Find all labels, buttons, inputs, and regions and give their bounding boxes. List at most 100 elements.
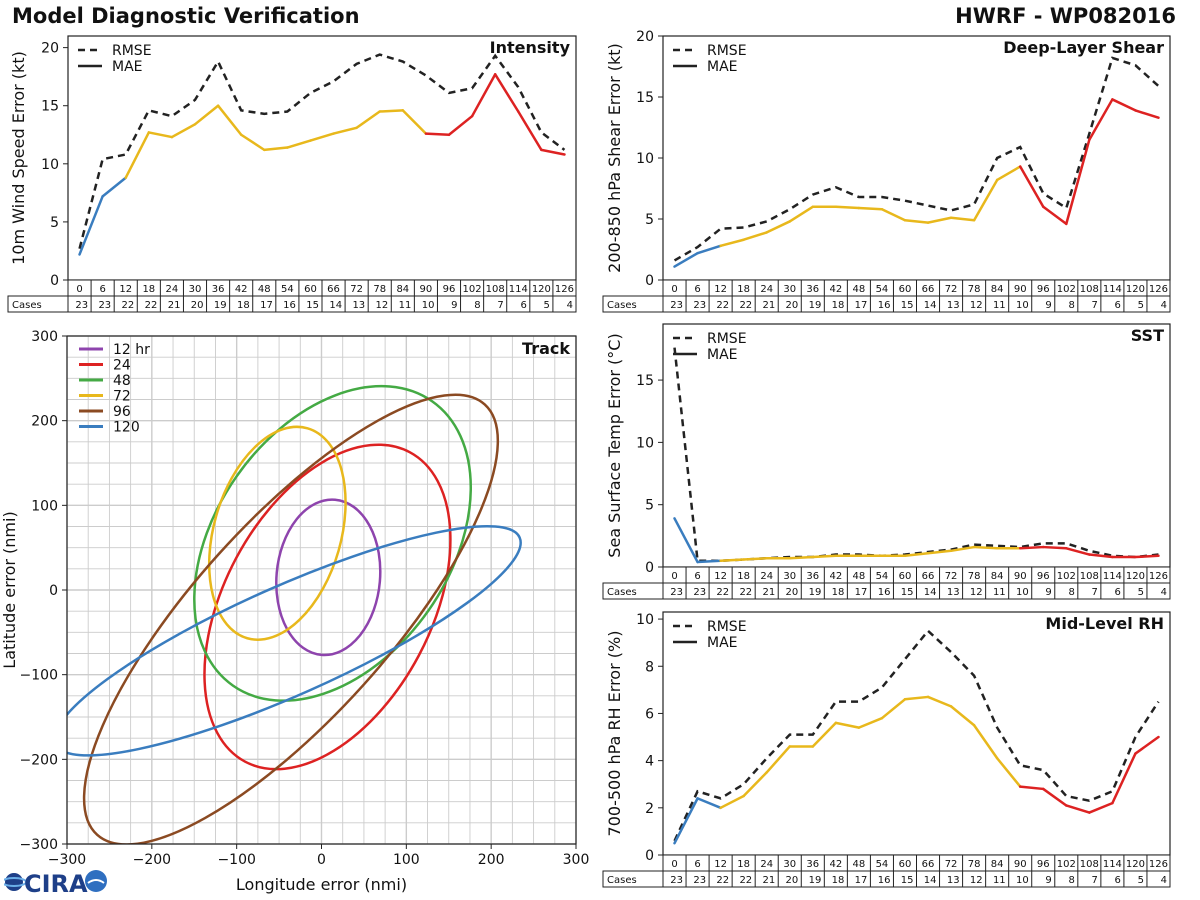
cases-row: [602, 582, 1171, 600]
mae-segment: [540, 148, 566, 156]
chart-title: Track: [522, 339, 570, 358]
y-tick-label: 8: [645, 659, 654, 675]
cases-cell: 4: [1161, 875, 1167, 886]
hour-cell: 114: [509, 284, 528, 295]
y-tick-label: −200: [20, 752, 58, 768]
y-tick-label: 20: [41, 41, 59, 57]
mae-segment: [696, 244, 722, 255]
cases-cell: 23: [693, 300, 706, 311]
cases-cell: 9: [1045, 587, 1051, 598]
hour-cell: 0: [671, 571, 677, 582]
hour-cell: 126: [555, 284, 574, 295]
mae-segment: [493, 73, 520, 113]
hour-cell: 48: [853, 284, 866, 295]
x-tick-label: 0: [317, 852, 326, 868]
error-ellipse: [82, 393, 500, 844]
cases-cell: 21: [762, 875, 775, 886]
hour-cell: 108: [486, 284, 505, 295]
mae-segment: [1111, 752, 1137, 805]
mae-segment: [101, 176, 127, 198]
mae-segment: [788, 205, 815, 223]
hour-cell: 24: [166, 284, 179, 295]
hour-cell: 36: [806, 859, 819, 870]
hour-cell: 90: [1014, 571, 1027, 582]
hour-cell: 78: [968, 571, 981, 582]
hour-cell: 18: [737, 571, 750, 582]
cases-table: Cases02362312221822242130203619421848175…: [602, 279, 1171, 313]
mae-segment: [949, 545, 976, 553]
hour-cell: 48: [853, 571, 866, 582]
cases-cell: 11: [993, 587, 1006, 598]
cases-cell: 17: [855, 300, 868, 311]
error-ellipse: [203, 443, 452, 771]
cases-cell: 15: [901, 875, 914, 886]
hour-cell: 96: [443, 284, 456, 295]
y-tick-label: 200: [31, 414, 58, 430]
legend-label: 12 hr: [113, 342, 150, 358]
legend-label: 96: [113, 404, 131, 420]
legend-rmse-label: RMSE: [112, 43, 152, 59]
x-tick-label: 100: [393, 852, 420, 868]
y-tick-label: 5: [645, 498, 654, 514]
mae-segment: [903, 218, 930, 224]
hour-cell: 126: [1149, 284, 1168, 295]
mae-segment: [401, 109, 428, 135]
cases-cell: 12: [970, 587, 983, 598]
y-tick-label: 15: [636, 373, 654, 389]
cases-cell: 19: [809, 300, 822, 311]
mae-segment: [378, 109, 405, 113]
cases-cell: 18: [832, 300, 845, 311]
cases-cell: 14: [329, 300, 342, 311]
plot-frame: [67, 35, 577, 281]
cases-cell: 19: [809, 587, 822, 598]
cases-cell: 23: [98, 300, 111, 311]
hour-cell: 84: [991, 284, 1004, 295]
cases-label: Cases: [607, 587, 637, 598]
mae-segment: [949, 705, 976, 727]
hour-cell: 42: [829, 284, 842, 295]
mae-segment: [972, 723, 999, 760]
logo-globe-icon: [5, 873, 23, 891]
y-tick-label: 15: [636, 90, 654, 106]
cases-cell: 5: [1138, 875, 1144, 886]
y-tick-label: −100: [20, 668, 58, 684]
x-tick-label: −300: [48, 852, 86, 868]
cases-cell: 10: [422, 300, 435, 311]
mae-segment: [170, 123, 197, 139]
cases-cell: 7: [497, 300, 503, 311]
hour-cell: 18: [737, 859, 750, 870]
cases-cell: 20: [786, 300, 799, 311]
hour-cell: 96: [1037, 284, 1050, 295]
hour-cell: 18: [142, 284, 155, 295]
cases-cell: 8: [1068, 300, 1074, 311]
cases-cell: 5: [1138, 300, 1144, 311]
chart-title: Intensity: [490, 38, 571, 57]
cases-cell: 4: [1161, 587, 1167, 598]
hour-cell: 48: [853, 859, 866, 870]
cases-cell: 23: [670, 875, 683, 886]
mae-segment: [834, 205, 861, 210]
hour-cell: 120: [1126, 571, 1145, 582]
mae-segment: [1042, 545, 1068, 550]
cases-cell: 11: [993, 875, 1006, 886]
cases-cell: 7: [1091, 587, 1097, 598]
hour-cell: 96: [1037, 859, 1050, 870]
hour-cell: 54: [876, 284, 889, 295]
legend-label: 24: [113, 358, 131, 374]
hour-cell: 90: [420, 284, 433, 295]
y-tick-label: 10: [41, 157, 59, 173]
cases-cell: 12: [376, 300, 389, 311]
rmse-line: [673, 347, 1159, 563]
rmse-line: [78, 53, 566, 249]
cases-cell: 7: [1091, 300, 1097, 311]
hour-cell: 12: [714, 859, 727, 870]
mae-segment: [880, 207, 907, 222]
cases-cell: 23: [75, 300, 88, 311]
mae-segment: [857, 206, 884, 211]
logo-wave-icon: [87, 879, 105, 884]
hour-cell: 84: [396, 284, 409, 295]
hour-cell: 36: [806, 571, 819, 582]
hour-cell: 114: [1103, 571, 1122, 582]
